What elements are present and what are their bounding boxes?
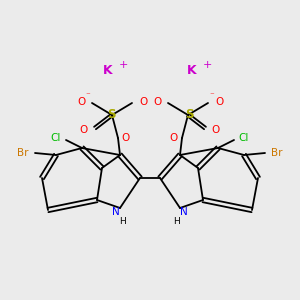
Text: O: O — [212, 125, 220, 135]
Text: +: + — [118, 60, 128, 70]
Text: Cl: Cl — [239, 133, 249, 143]
Text: N: N — [180, 207, 188, 217]
Text: O: O — [215, 97, 223, 107]
Text: O: O — [139, 97, 147, 107]
Text: O: O — [170, 133, 178, 143]
Text: Cl: Cl — [51, 133, 61, 143]
Text: ⁻: ⁻ — [210, 92, 214, 100]
Text: K: K — [187, 64, 197, 76]
Text: N: N — [112, 207, 120, 217]
Text: K: K — [103, 64, 113, 76]
Text: +: + — [202, 60, 212, 70]
Text: O: O — [153, 97, 161, 107]
Text: O: O — [77, 97, 85, 107]
Text: Br: Br — [17, 148, 29, 158]
Text: S: S — [107, 107, 115, 121]
Text: O: O — [80, 125, 88, 135]
Text: O: O — [122, 133, 130, 143]
Text: ⁻: ⁻ — [85, 92, 90, 100]
Text: H: H — [120, 217, 126, 226]
Text: H: H — [174, 217, 180, 226]
Text: S: S — [185, 107, 193, 121]
Text: Br: Br — [271, 148, 283, 158]
